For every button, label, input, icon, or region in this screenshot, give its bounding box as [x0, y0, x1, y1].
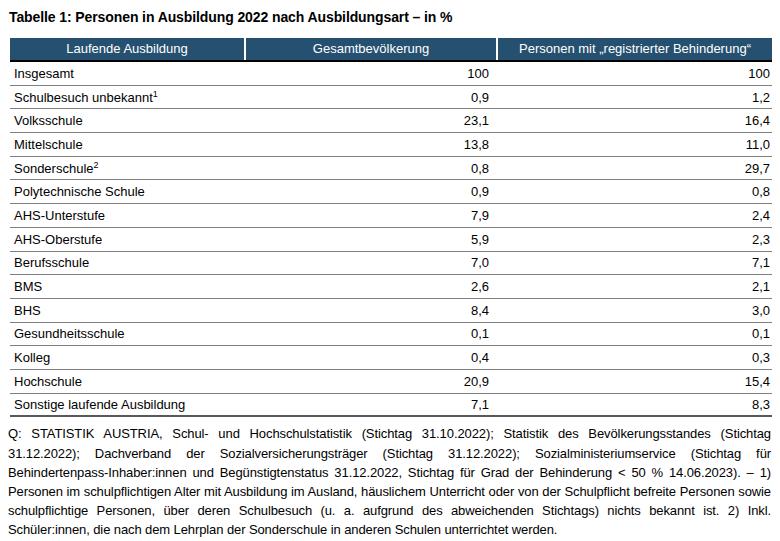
- row-label: Mittelschule: [10, 137, 246, 152]
- value-gesamtbevoelkerung: 20,9: [246, 374, 498, 389]
- source-footnote: Q: STATISTIK AUSTRIA, Schul- und Hochsch…: [8, 424, 771, 539]
- value-behinderung: 0,1: [498, 326, 772, 341]
- table-row-gesundheitsschule: Gesundheitsschule 0,1 0,1: [10, 323, 772, 347]
- footnote-marker: 1: [153, 88, 158, 98]
- table-row-sonderschule: Sonderschule2 0,8 29,7: [10, 157, 772, 181]
- row-label: Sonderschule2: [10, 161, 246, 176]
- table-row-ahs-unterstufe: AHS-Unterstufe 7,9 2,4: [10, 204, 772, 228]
- column-header-registrierte-behinderung: Personen mit „registrierter Behinderung“: [498, 38, 772, 60]
- column-header-laufende-ausbildung: Laufende Ausbildung: [10, 38, 246, 60]
- value-behinderung: 2,4: [498, 208, 772, 223]
- value-gesamtbevoelkerung: 0,9: [246, 90, 498, 105]
- value-behinderung: 15,4: [498, 374, 772, 389]
- value-gesamtbevoelkerung: 7,0: [246, 255, 498, 270]
- value-gesamtbevoelkerung: 0,4: [246, 350, 498, 365]
- value-behinderung: 3,0: [498, 303, 772, 318]
- value-behinderung: 7,1: [498, 255, 772, 270]
- table-row-polytechnische-schule: Polytechnische Schule 0,9 0,8: [10, 180, 772, 204]
- value-behinderung: 1,2: [498, 90, 772, 105]
- table-row-hochschule: Hochschule 20,9 15,4: [10, 370, 772, 394]
- table-row-kolleg: Kolleg 0,4 0,3: [10, 346, 772, 370]
- row-label: Sonstige laufende Ausbildung: [10, 397, 246, 412]
- table-title: Tabelle 1: Personen in Ausbildung 2022 n…: [8, 9, 772, 25]
- value-behinderung: 2,1: [498, 279, 772, 294]
- value-gesamtbevoelkerung: 7,1: [246, 397, 498, 412]
- row-label: Gesundheitsschule: [10, 326, 246, 341]
- value-gesamtbevoelkerung: 0,1: [246, 326, 498, 341]
- row-label: Schulbesuch unbekannt1: [10, 90, 246, 105]
- row-label: Volksschule: [10, 113, 246, 128]
- row-label: BHS: [10, 303, 246, 318]
- table-row-ahs-oberstufe: AHS-Oberstufe 5,9 2,3: [10, 228, 772, 252]
- table-row-schulbesuch-unbekannt: Schulbesuch unbekannt1 0,9 1,2: [10, 86, 772, 110]
- footnote-marker: 2: [94, 159, 99, 169]
- row-label: BMS: [10, 279, 246, 294]
- table-row-bhs: BHS 8,4 3,0: [10, 299, 772, 323]
- row-label: Hochschule: [10, 374, 246, 389]
- row-label: Kolleg: [10, 350, 246, 365]
- row-label: Polytechnische Schule: [10, 184, 246, 199]
- value-gesamtbevoelkerung: 2,6: [246, 279, 498, 294]
- table-row-sonstige-laufende-ausbildung: Sonstige laufende Ausbildung 7,1 8,3: [10, 394, 772, 418]
- value-behinderung: 8,3: [498, 397, 772, 412]
- data-table: Laufende Ausbildung Gesamtbevölkerung Pe…: [10, 38, 772, 417]
- table-row-volksschule: Volksschule 23,1 16,4: [10, 109, 772, 133]
- value-gesamtbevoelkerung: 23,1: [246, 113, 498, 128]
- row-label: Berufsschule: [10, 255, 246, 270]
- value-gesamtbevoelkerung: 5,9: [246, 232, 498, 247]
- document-page: Tabelle 1: Personen in Ausbildung 2022 n…: [0, 0, 780, 540]
- value-gesamtbevoelkerung: 100: [246, 66, 498, 81]
- value-behinderung: 2,3: [498, 232, 772, 247]
- value-gesamtbevoelkerung: 7,9: [246, 208, 498, 223]
- value-behinderung: 16,4: [498, 113, 772, 128]
- table-row-mittelschule: Mittelschule 13,8 11,0: [10, 133, 772, 157]
- value-gesamtbevoelkerung: 0,8: [246, 161, 498, 176]
- table-row-bms: BMS 2,6 2,1: [10, 275, 772, 299]
- value-gesamtbevoelkerung: 0,9: [246, 184, 498, 199]
- value-gesamtbevoelkerung: 8,4: [246, 303, 498, 318]
- row-label: AHS-Unterstufe: [10, 208, 246, 223]
- value-behinderung: 0,8: [498, 184, 772, 199]
- value-gesamtbevoelkerung: 13,8: [246, 137, 498, 152]
- value-behinderung: 29,7: [498, 161, 772, 176]
- table-row-insgesamt: Insgesamt 100 100: [10, 62, 772, 86]
- column-header-gesamtbevoelkerung: Gesamtbevölkerung: [246, 38, 498, 60]
- table-row-berufsschule: Berufsschule 7,0 7,1: [10, 252, 772, 276]
- row-label: Insgesamt: [10, 66, 246, 81]
- row-label: AHS-Oberstufe: [10, 232, 246, 247]
- table-header-row: Laufende Ausbildung Gesamtbevölkerung Pe…: [10, 38, 772, 62]
- value-behinderung: 0,3: [498, 350, 772, 365]
- value-behinderung: 100: [498, 66, 772, 81]
- value-behinderung: 11,0: [498, 137, 772, 152]
